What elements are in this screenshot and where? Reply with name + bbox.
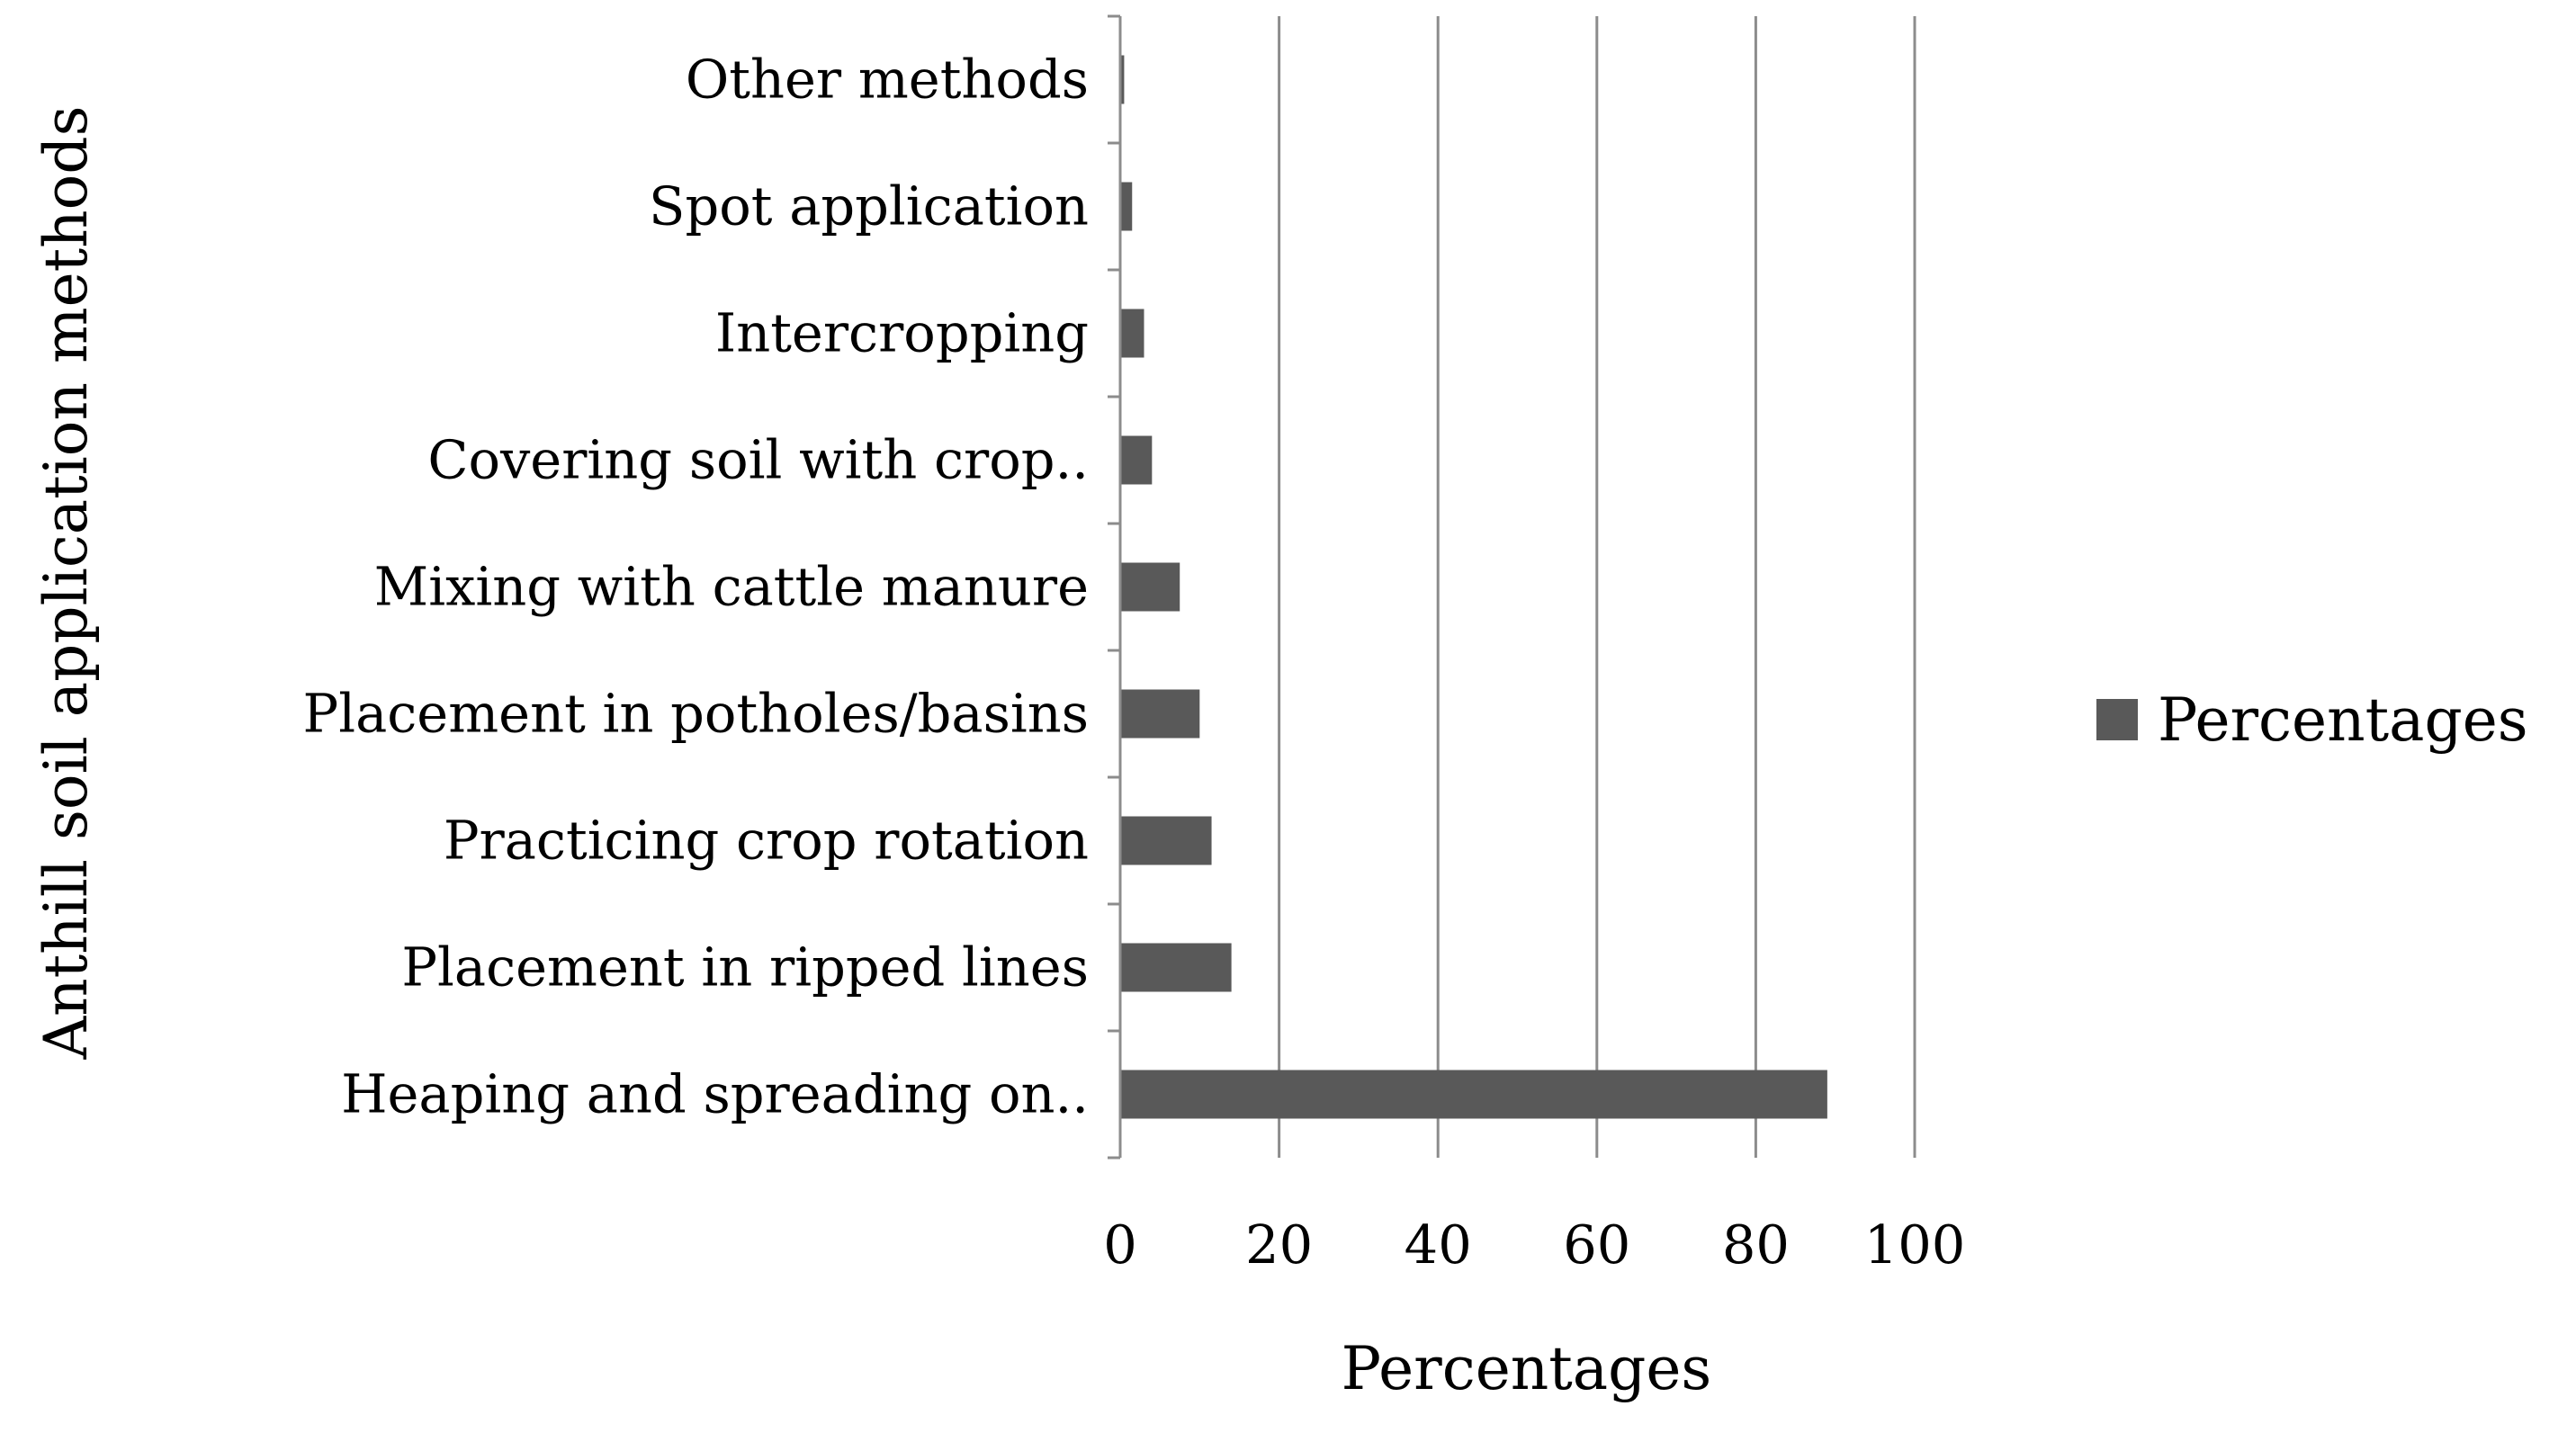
category-label: Spot application [649,175,1089,237]
bar [1120,182,1133,231]
category-label: Covering soil with crop.. [427,429,1089,491]
legend: Percentages [2096,685,2528,755]
bar [1120,943,1232,992]
x-tick-label: 60 [1563,1214,1630,1276]
y-axis-title: Anthill soil application methods [31,105,101,1060]
x-tick-label: 80 [1722,1214,1790,1276]
bars [1120,55,1827,1119]
x-tick-labels: 0 20 40 60 80 100 [1103,1214,1965,1276]
category-label: Placement in ripped lines [401,936,1089,999]
bar [1120,309,1144,358]
x-tick-label: 40 [1405,1214,1472,1276]
bar [1120,435,1153,485]
gridlines [1278,16,1916,1158]
category-label: Other methods [686,49,1089,111]
bar [1120,816,1212,865]
legend-label: Percentages [2158,685,2528,755]
category-labels: Heaping and spreading on.. Placement in r… [303,49,1089,1125]
bar [1120,1070,1827,1119]
bar [1120,689,1200,739]
category-label: Mixing with cattle manure [374,556,1089,618]
axes [1108,14,1122,1160]
bar [1120,55,1125,104]
bar [1120,562,1180,612]
legend-swatch [2096,699,2138,740]
category-label: Intercropping [715,302,1089,364]
x-tick-label: 20 [1245,1214,1313,1276]
category-label: Practicing crop rotation [444,810,1089,872]
x-tick-label: 0 [1103,1214,1137,1276]
category-label: Placement in potholes/basins [303,683,1089,745]
x-tick-label: 100 [1864,1214,1966,1276]
x-axis-title: Percentages [1342,1334,1712,1403]
category-label: Heaping and spreading on.. [341,1063,1089,1125]
